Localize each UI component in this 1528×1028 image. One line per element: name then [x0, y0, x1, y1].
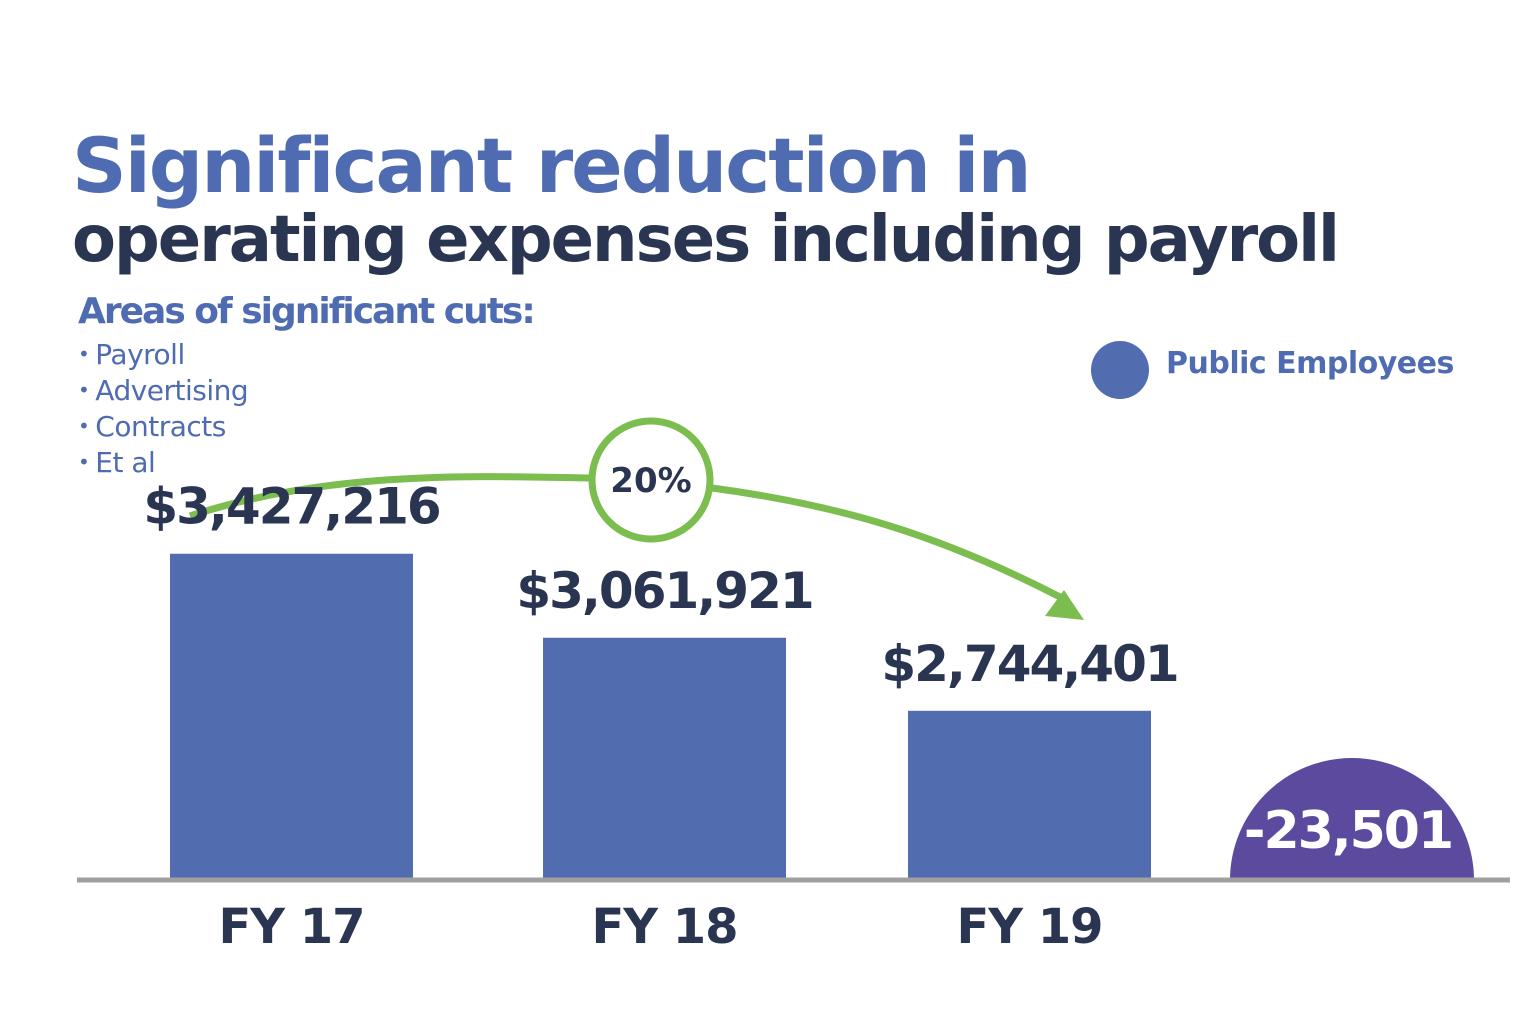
- cuts-list: • Payroll • Advertising • Contracts • Et al: [78, 336, 249, 480]
- title-line-1: Significant reduction in: [72, 121, 1032, 210]
- cut-item: • Advertising: [78, 372, 249, 408]
- title-line-2: operating expenses including payroll: [72, 203, 1340, 277]
- category-label-fy19: FY 19: [956, 899, 1102, 955]
- category-label-fy18: FY 18: [591, 899, 737, 955]
- cut-item-label: Contracts: [95, 410, 226, 443]
- cut-item: • Et al: [78, 444, 248, 480]
- bullet-icon: •: [78, 450, 90, 474]
- category-label-fy17: FY 17: [218, 899, 364, 955]
- trend-arrow-curve: [188, 473, 1064, 602]
- bar-fy17: [170, 553, 413, 882]
- cut-item: • Contracts: [78, 408, 248, 444]
- cut-item: • Payroll: [78, 336, 248, 372]
- value-label-fy18: $3,061,921: [516, 562, 812, 620]
- cuts-heading: Areas of significant cuts:: [78, 291, 536, 332]
- bar-fy18: [543, 637, 786, 882]
- employees-semicircle: [1230, 758, 1474, 880]
- cut-item-label: Et al: [95, 446, 156, 479]
- legend-label: Public Employees: [1166, 346, 1454, 381]
- bar-fy19: [908, 710, 1151, 882]
- bullet-icon: •: [78, 414, 90, 438]
- trend-arrow-head-icon: [1045, 590, 1084, 620]
- percent-change-ring: [588, 417, 714, 543]
- bullet-icon: •: [78, 378, 90, 402]
- cut-item-label: Advertising: [95, 374, 249, 407]
- legend-marker-icon: [1091, 341, 1149, 399]
- bullet-icon: •: [78, 342, 90, 366]
- value-label-fy19: $2,744,401: [881, 635, 1177, 693]
- value-label-fy17: $3,427,216: [143, 478, 440, 536]
- employees-change-label: -23,501: [1244, 801, 1452, 861]
- cut-item-label: Payroll: [95, 338, 185, 371]
- percent-change-label: 20%: [610, 461, 691, 501]
